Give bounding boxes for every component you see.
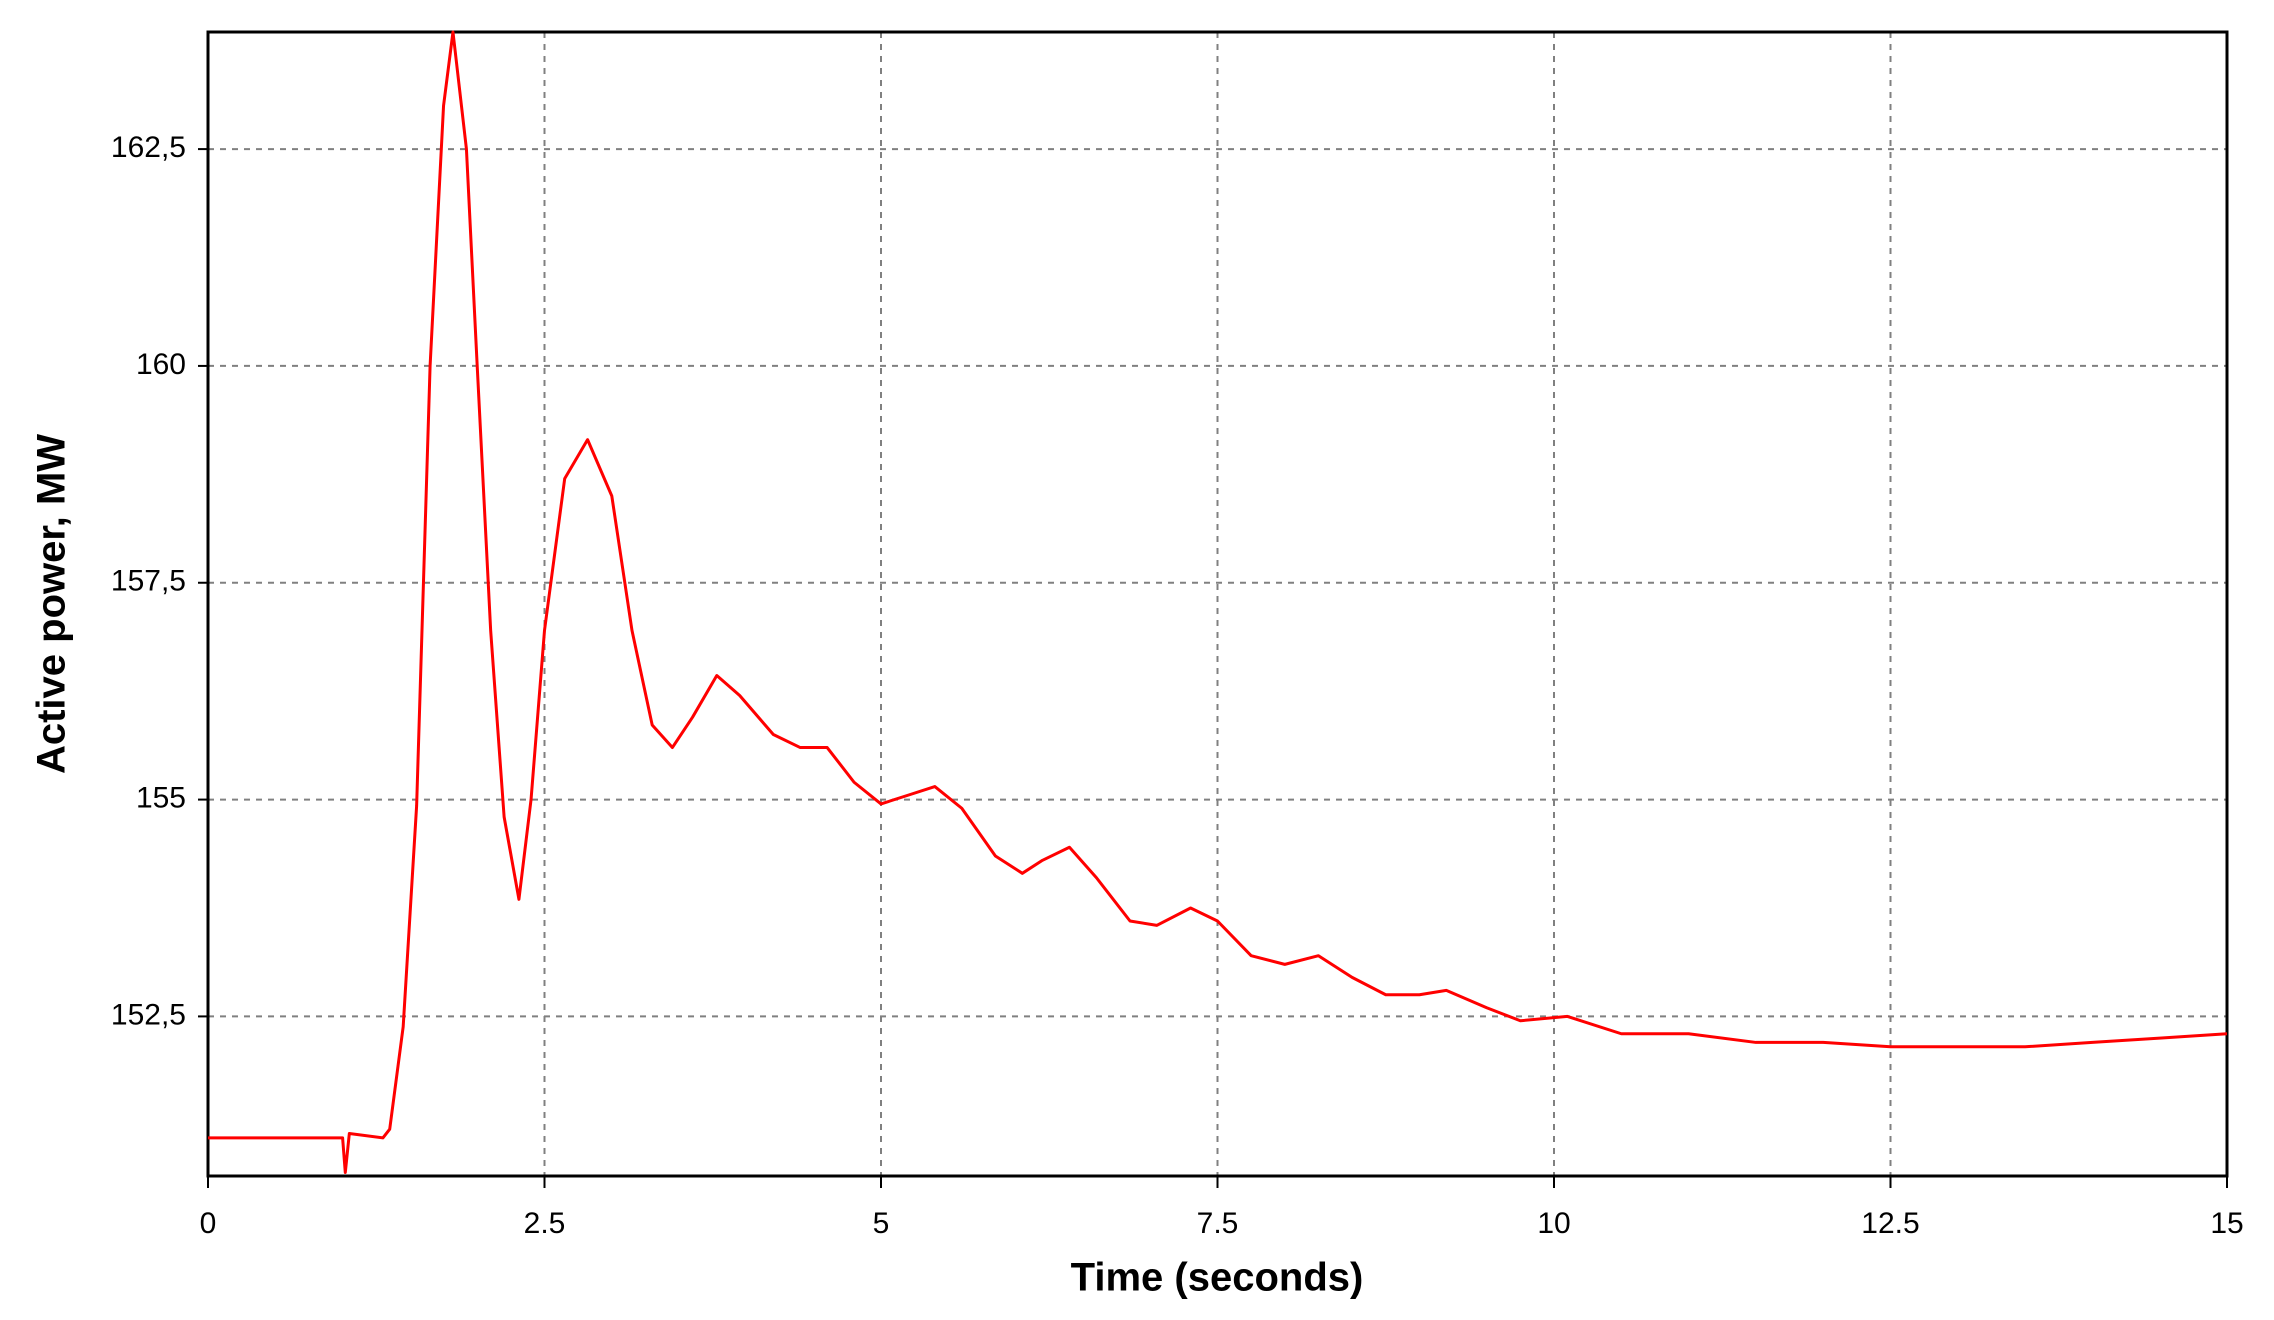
y-tick-label: 160	[136, 348, 186, 381]
x-tick-label: 15	[2210, 1207, 2243, 1240]
data-line	[208, 30, 2228, 1175]
y-tick-label: 157,5	[111, 565, 186, 598]
y-tick-label: 155	[136, 782, 186, 815]
x-tick-label: 2.5	[524, 1207, 566, 1240]
x-tick-label: 5	[873, 1207, 890, 1240]
x-axis-title: Time (seconds)	[1071, 1256, 1364, 1300]
x-tick-label: 12.5	[1861, 1207, 1919, 1240]
y-tick-label: 162,5	[111, 131, 186, 164]
plot-frame	[206, 30, 2229, 1178]
x-tick-label: 0	[200, 1207, 217, 1240]
x-tick-label: 10	[1537, 1207, 1570, 1240]
y-axis-title: Active power, MW	[30, 434, 74, 774]
y-tick-label: 152,5	[111, 998, 186, 1031]
x-tick-label: 7.5	[1197, 1207, 1239, 1240]
